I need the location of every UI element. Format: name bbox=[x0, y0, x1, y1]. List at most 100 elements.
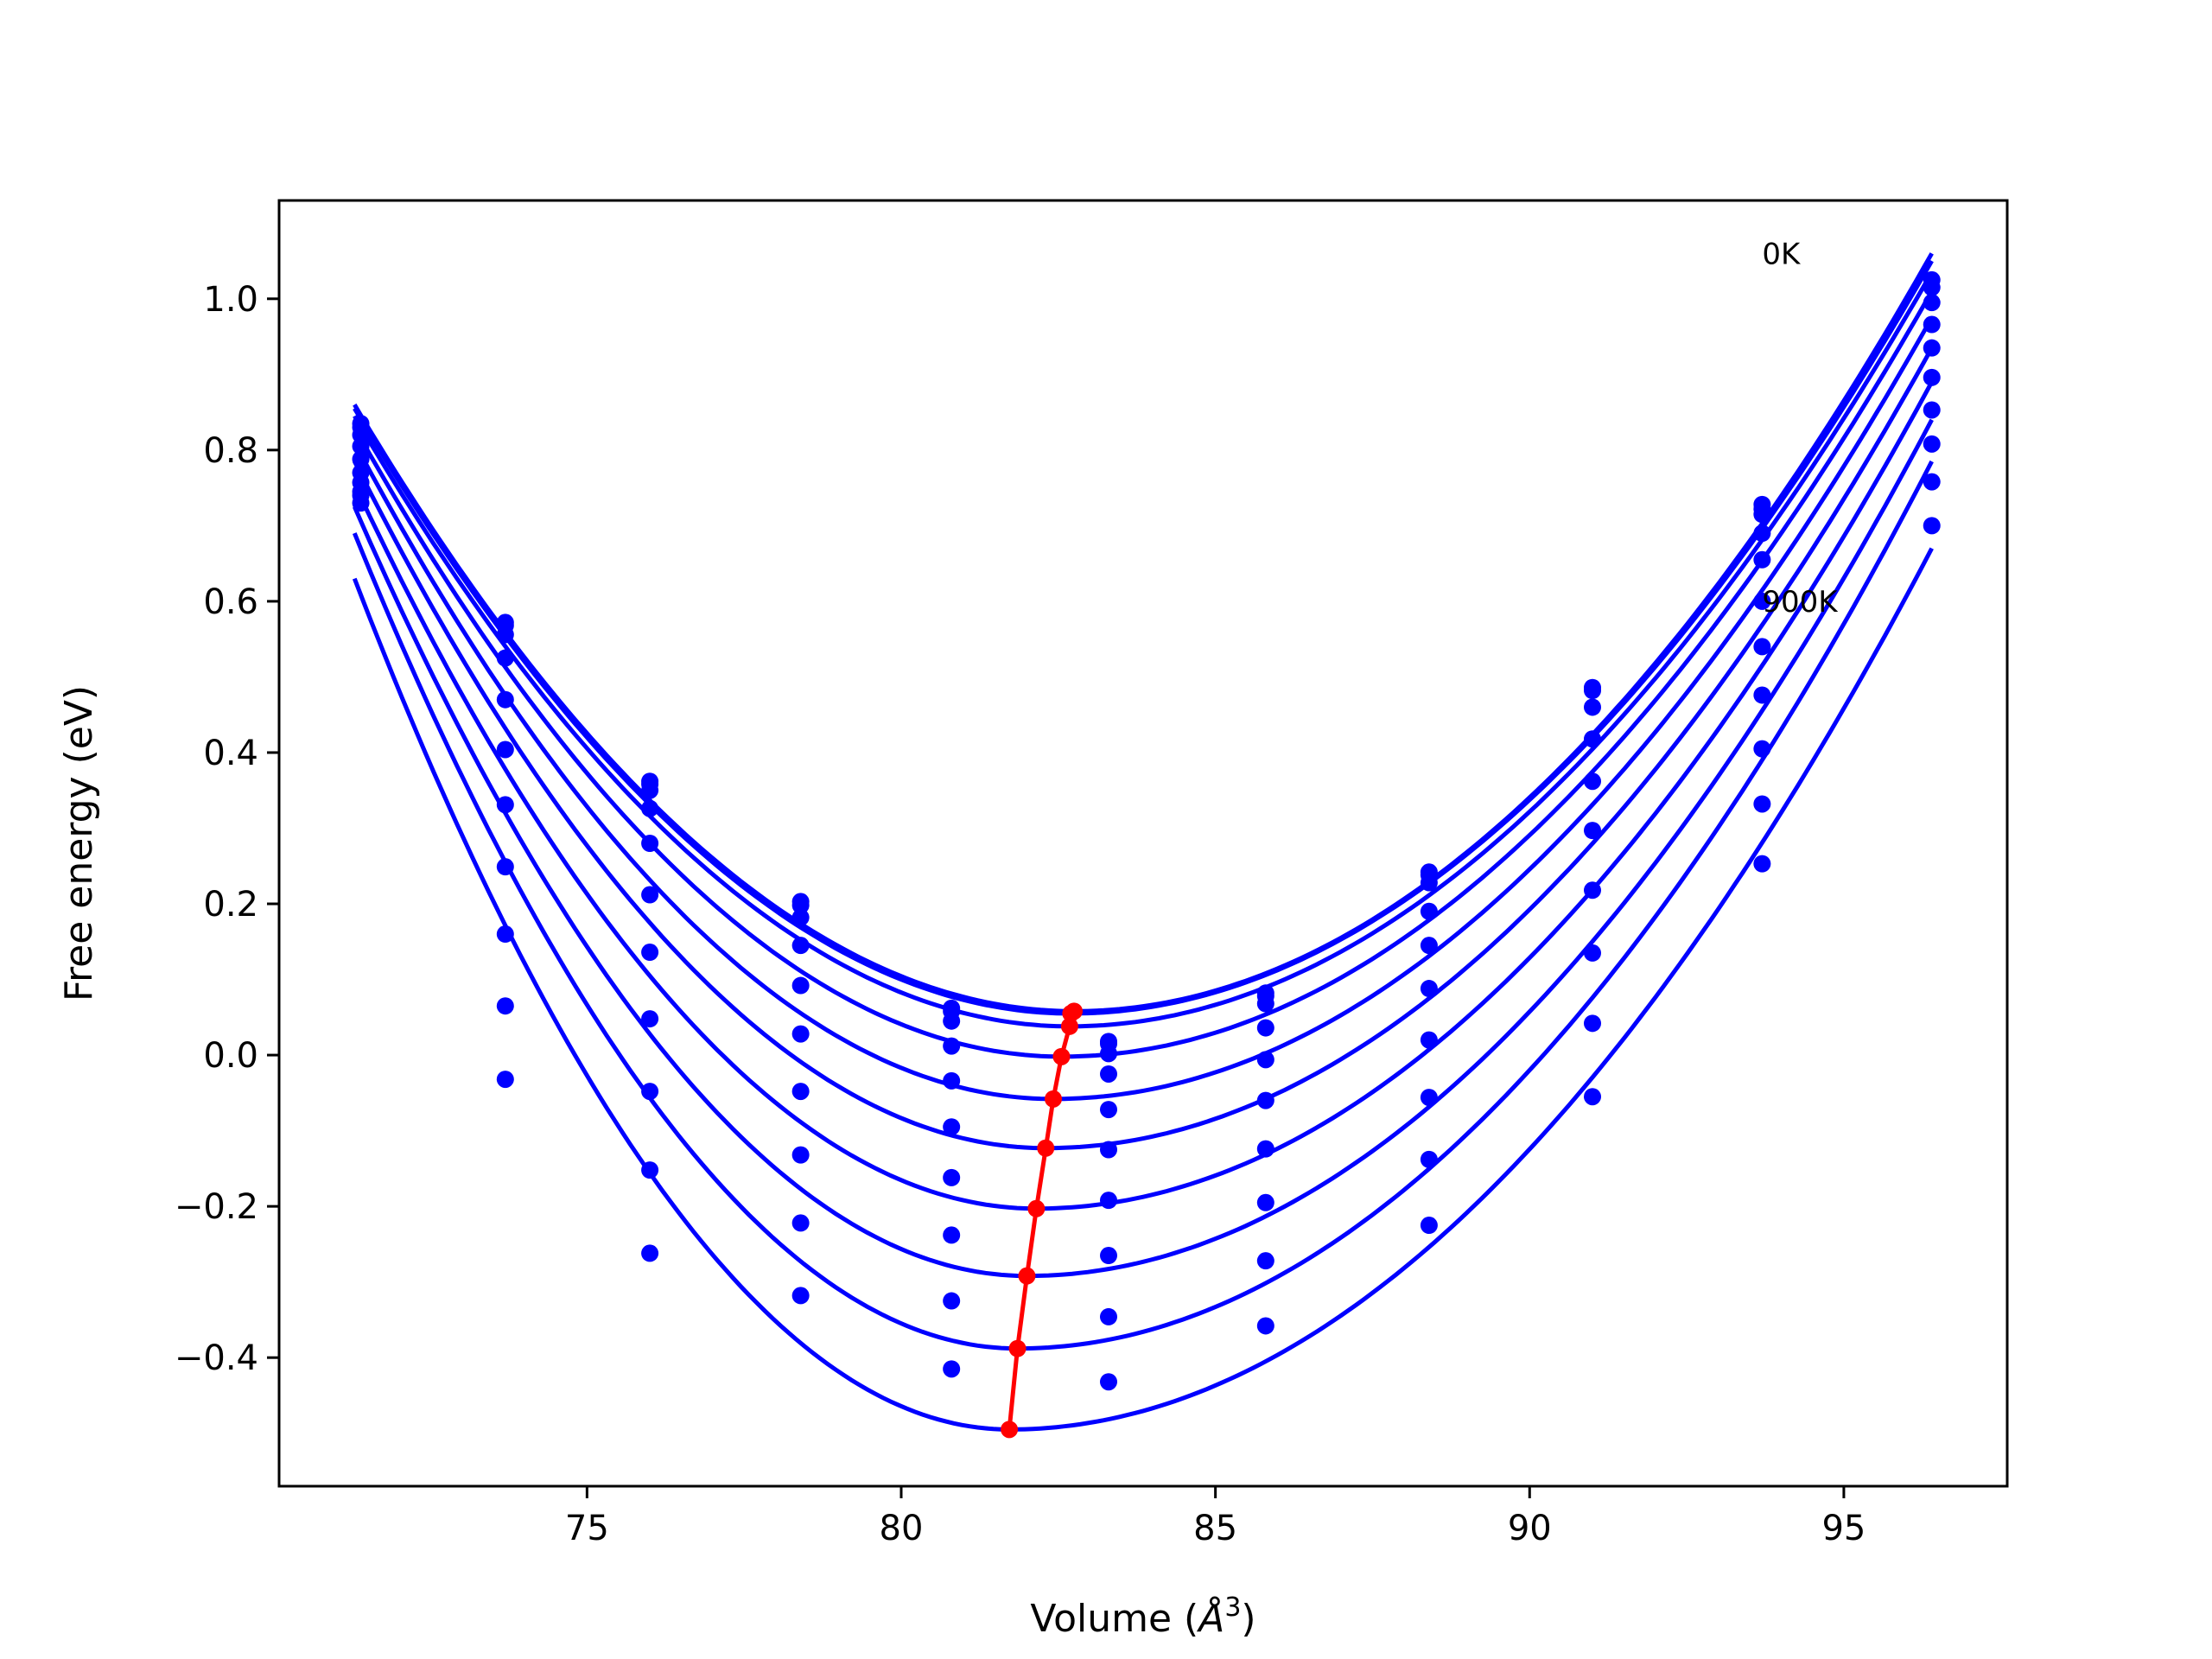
x-tick-label: 80 bbox=[880, 1509, 924, 1548]
data-point bbox=[1420, 874, 1438, 892]
data-point bbox=[943, 1226, 961, 1244]
y-tick-label: 1.0 bbox=[203, 280, 258, 320]
data-point bbox=[791, 937, 810, 955]
data-point bbox=[641, 781, 659, 799]
data-point bbox=[641, 1010, 659, 1028]
y-tick-label: −0.2 bbox=[175, 1187, 258, 1227]
minimum-point bbox=[1060, 1017, 1078, 1035]
data-point bbox=[1753, 505, 1771, 524]
data-point bbox=[496, 925, 514, 944]
data-point bbox=[1584, 698, 1601, 716]
x-tick-label: 75 bbox=[565, 1509, 609, 1548]
data-point bbox=[1256, 1193, 1274, 1211]
data-point bbox=[641, 944, 659, 962]
fit-curve bbox=[353, 289, 1934, 1059]
data-point bbox=[1584, 881, 1601, 899]
y-axis-title: Free energy (eV) bbox=[57, 685, 101, 1001]
x-axis-title-text: Volume ( bbox=[1030, 1597, 1198, 1641]
data-point bbox=[1584, 944, 1601, 962]
data-point bbox=[1584, 772, 1601, 791]
fit-curve bbox=[353, 259, 1934, 1016]
data-point bbox=[1256, 1317, 1274, 1335]
data-point bbox=[641, 1083, 659, 1101]
data-point bbox=[1753, 592, 1771, 610]
plot-area bbox=[352, 252, 1941, 1439]
data-point bbox=[1584, 1088, 1601, 1106]
x-axis-title-symbol: Å bbox=[1196, 1595, 1224, 1641]
data-point bbox=[1584, 1014, 1601, 1033]
data-point bbox=[943, 1168, 961, 1186]
data-point bbox=[1753, 524, 1771, 543]
x-axis-title: Volume (Å3) bbox=[1030, 1592, 1255, 1641]
annotation-0k: 0K bbox=[1762, 237, 1802, 271]
minimum-point bbox=[1001, 1421, 1019, 1439]
data-point bbox=[641, 1244, 659, 1262]
data-point bbox=[1420, 902, 1438, 920]
data-point bbox=[1420, 937, 1438, 955]
data-point bbox=[641, 886, 659, 904]
data-point bbox=[1923, 339, 1941, 357]
data-point bbox=[496, 649, 514, 667]
minimum-point bbox=[1018, 1267, 1036, 1285]
data-point bbox=[496, 796, 514, 814]
data-point bbox=[1923, 368, 1941, 386]
data-point bbox=[943, 1360, 961, 1378]
data-point bbox=[1584, 682, 1601, 700]
x-axis: 75 80 85 90 95 bbox=[565, 1486, 1866, 1548]
x-axis-title-close: ) bbox=[1241, 1597, 1255, 1641]
data-point bbox=[1923, 278, 1941, 296]
data-point bbox=[352, 450, 370, 468]
data-point bbox=[1584, 730, 1601, 748]
minimum-point bbox=[1052, 1047, 1071, 1065]
y-tick-label: −0.4 bbox=[175, 1338, 258, 1378]
minimum-point bbox=[1045, 1090, 1062, 1108]
data-point bbox=[1420, 1217, 1438, 1235]
data-point bbox=[943, 1037, 961, 1055]
data-point bbox=[1753, 638, 1771, 656]
fit-curve bbox=[353, 380, 1934, 1211]
data-point bbox=[1753, 550, 1771, 569]
data-point bbox=[496, 1071, 514, 1089]
data-point bbox=[791, 1287, 810, 1305]
data-point bbox=[352, 494, 370, 512]
data-point bbox=[1100, 1045, 1117, 1063]
data-point bbox=[1923, 294, 1941, 312]
data-point bbox=[791, 1214, 810, 1232]
data-point bbox=[791, 1025, 810, 1043]
data-point bbox=[641, 1161, 659, 1179]
data-point bbox=[1923, 435, 1941, 453]
data-point bbox=[1256, 1140, 1274, 1158]
data-point bbox=[496, 690, 514, 709]
fit-curve bbox=[353, 270, 1934, 1029]
data-point bbox=[1256, 1091, 1274, 1109]
data-point bbox=[1923, 401, 1941, 419]
x-tick-label: 85 bbox=[1193, 1509, 1237, 1548]
data-point bbox=[1100, 1065, 1117, 1083]
minimum-point bbox=[1008, 1339, 1027, 1357]
y-tick-label: 0.8 bbox=[203, 431, 258, 471]
y-axis: −0.4 −0.2 0.0 0.2 0.4 0.6 0.8 1.0 bbox=[175, 280, 279, 1378]
y-tick-label: 0.6 bbox=[203, 582, 258, 622]
data-point bbox=[1753, 795, 1771, 813]
annotation-900k: 900K bbox=[1762, 585, 1839, 620]
data-point bbox=[352, 437, 370, 455]
fit-curve bbox=[353, 346, 1934, 1151]
x-axis-title-exponent: 3 bbox=[1224, 1592, 1241, 1623]
minimum-point bbox=[1062, 1004, 1080, 1022]
data-point bbox=[791, 1083, 810, 1101]
data-point bbox=[1256, 1019, 1274, 1037]
data-point bbox=[1753, 855, 1771, 873]
data-point bbox=[791, 908, 810, 926]
data-point bbox=[791, 1146, 810, 1164]
data-point bbox=[1100, 1373, 1117, 1391]
data-point bbox=[1420, 1031, 1438, 1049]
fit-curve bbox=[352, 547, 1934, 1432]
y-tick-label: 0.0 bbox=[203, 1036, 258, 1076]
fit-curve bbox=[353, 316, 1934, 1102]
data-point bbox=[496, 997, 514, 1015]
fit-curve bbox=[353, 418, 1934, 1279]
y-tick-label: 0.4 bbox=[203, 734, 258, 773]
data-point bbox=[943, 1292, 961, 1310]
data-point bbox=[1923, 517, 1941, 535]
